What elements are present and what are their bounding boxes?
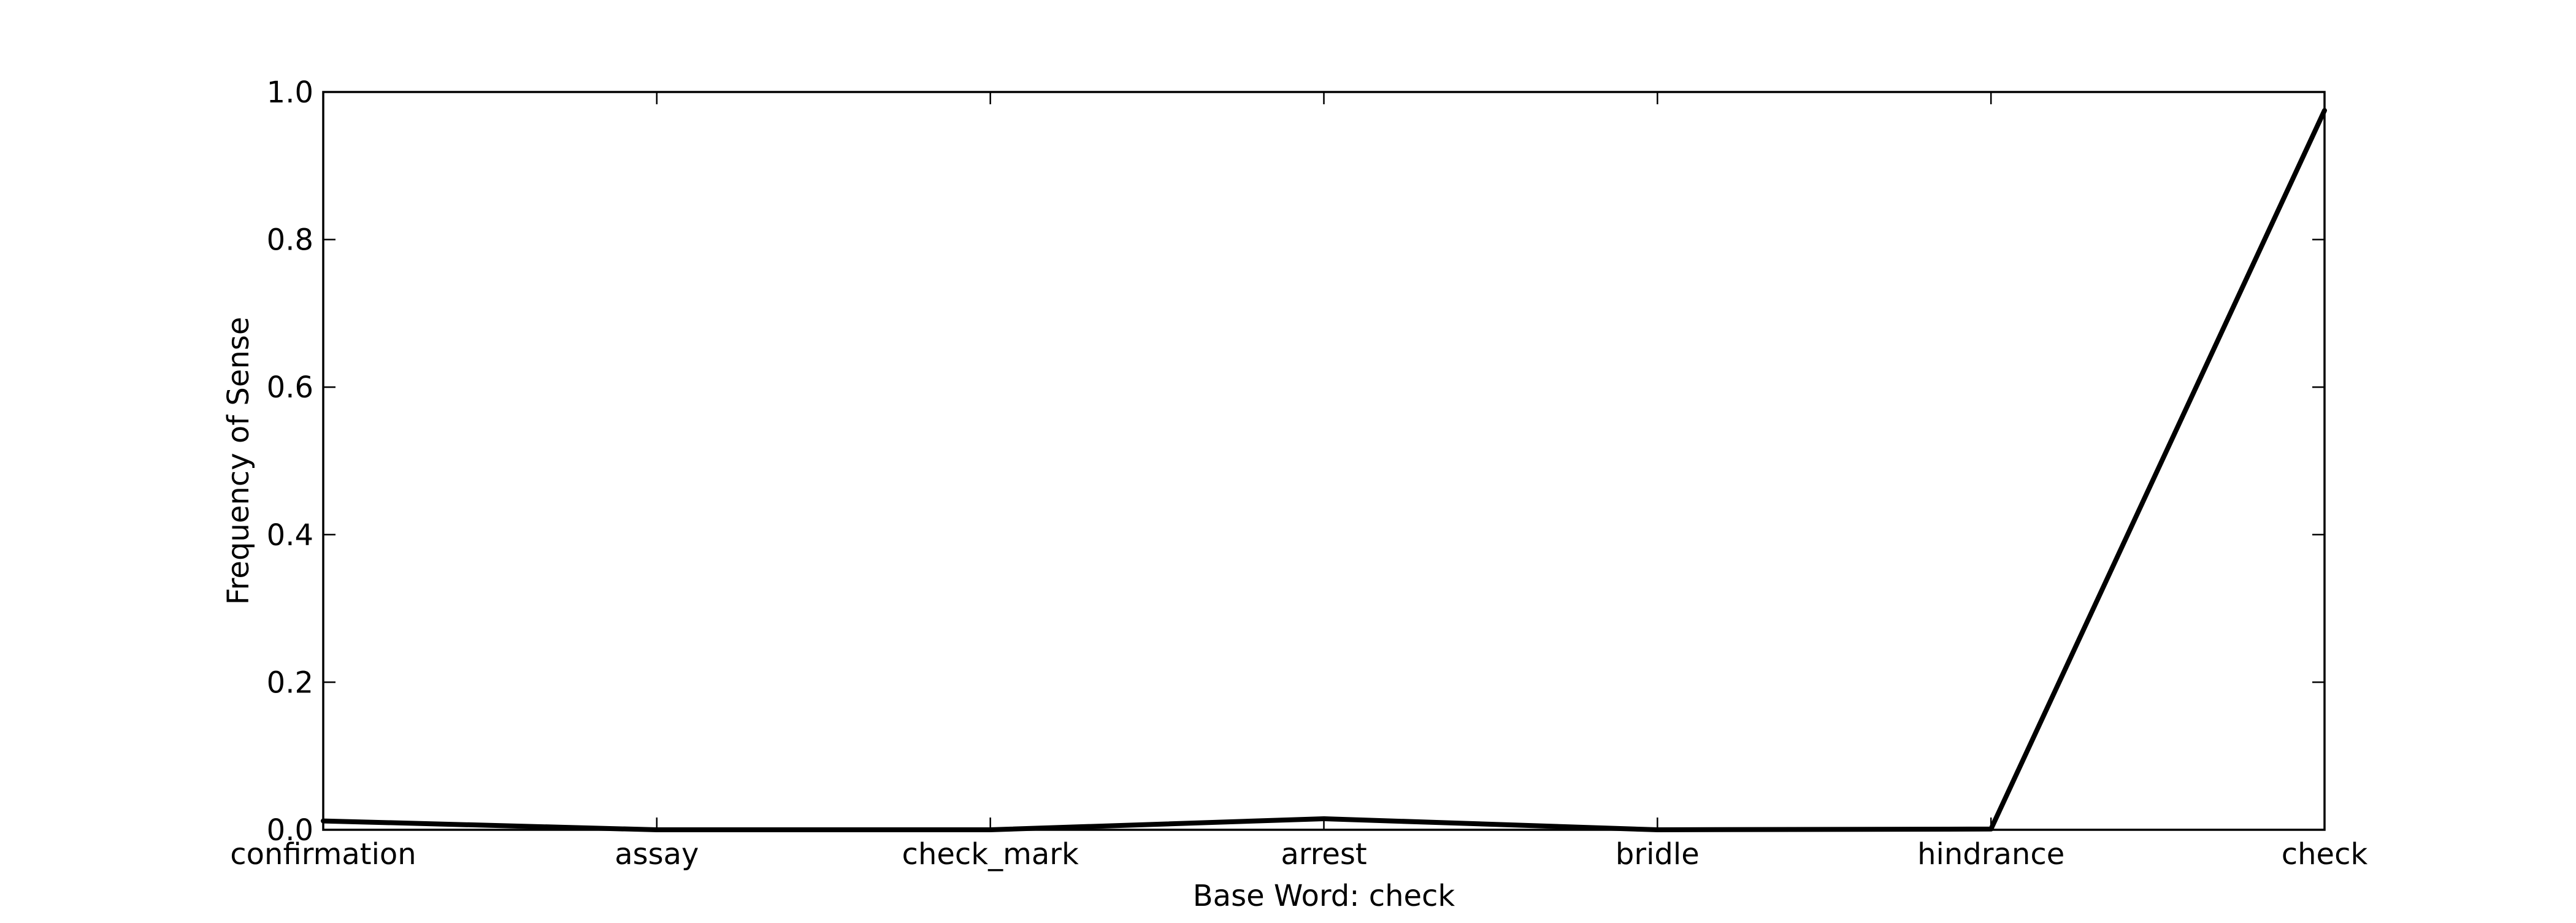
series-line	[321, 108, 2327, 832]
x-tick-label: hindrance	[1917, 837, 2064, 871]
x-tick-label: confirmation	[230, 837, 416, 871]
y-tick-label: 0.8	[267, 223, 313, 258]
x-tick-label: assay	[615, 837, 699, 871]
y-tick-label: 0.4	[267, 518, 313, 553]
x-tick-label: check	[2282, 837, 2368, 871]
y-tick-label: 0.2	[267, 665, 313, 700]
x-tick-label: check_mark	[902, 837, 1079, 871]
x-tick-label: bridle	[1616, 837, 1700, 871]
labels-layer: 0.0 0.2 0.4 0.6 0.8 1.0 confirmation assay check…	[230, 75, 2367, 871]
y-tick-label: 0.6	[267, 370, 313, 405]
x-axis-label: Base Word: check	[1193, 879, 1455, 913]
y-axis-label: Frequency of Sense	[221, 317, 256, 605]
x-tick-label: arrest	[1281, 837, 1367, 871]
plot-frame	[322, 91, 2326, 831]
line-layer	[321, 108, 2327, 832]
y-tick-label: 1.0	[267, 75, 313, 110]
ticks-layer	[322, 91, 2326, 831]
y-tick-label: 0.0	[267, 813, 313, 848]
